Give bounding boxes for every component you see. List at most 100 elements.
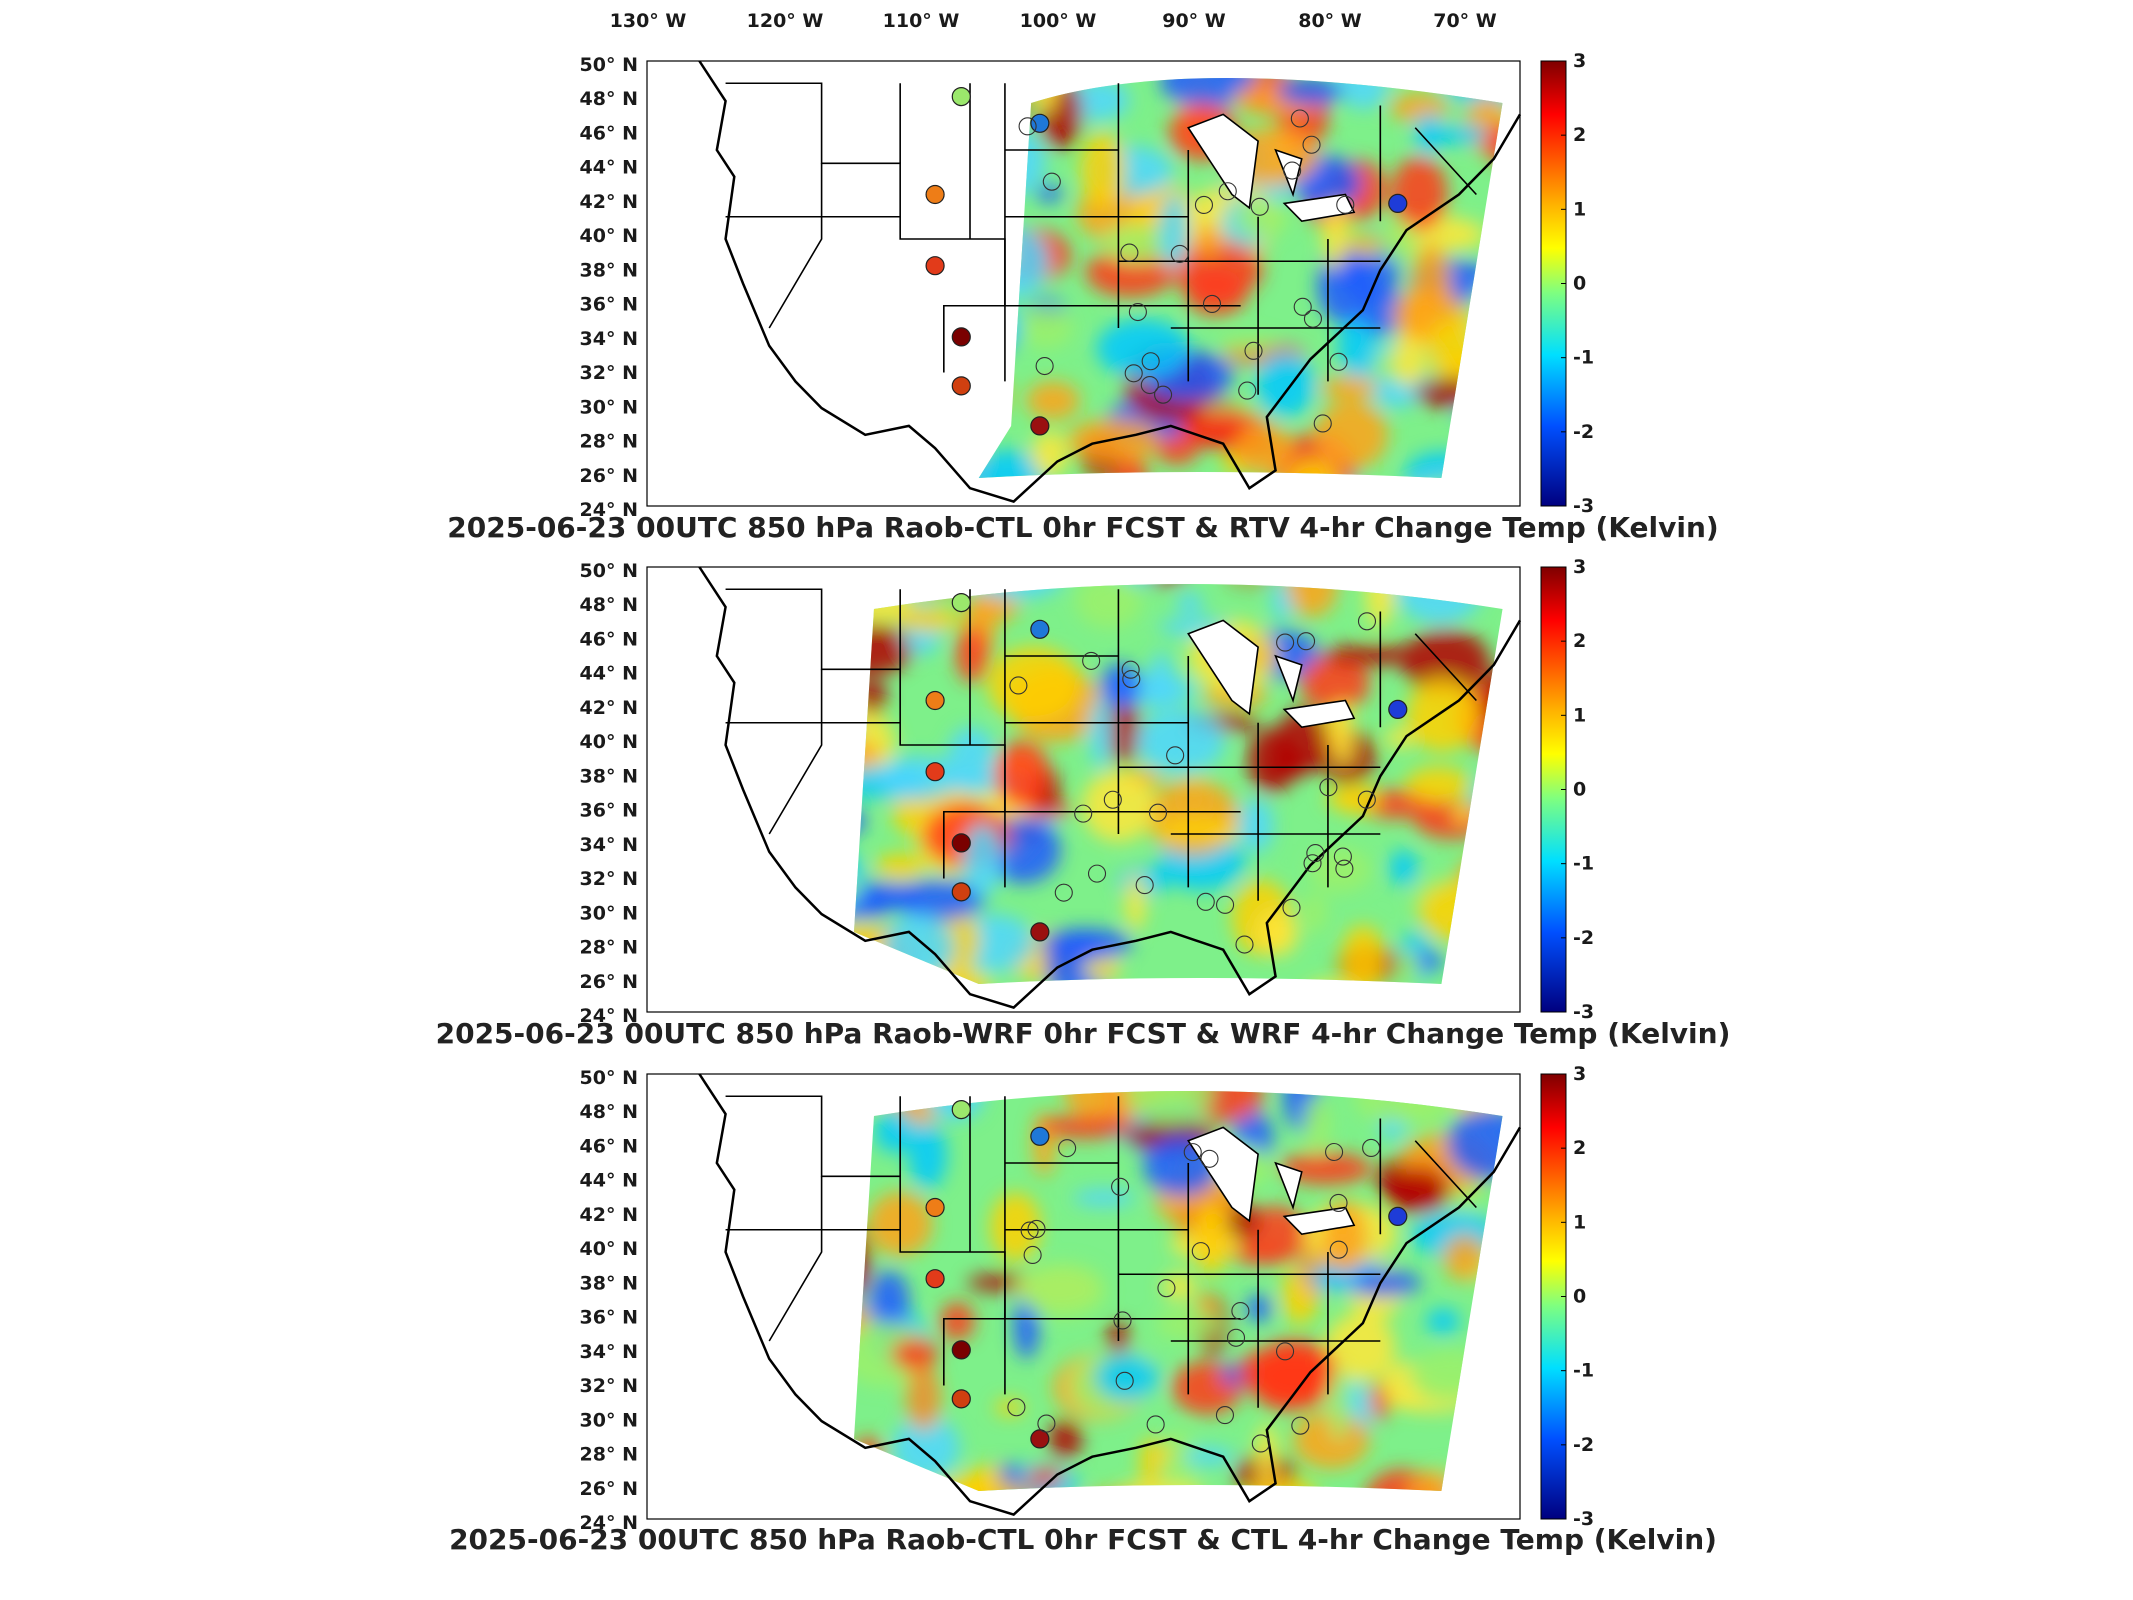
lat-label: 42° N <box>580 697 638 719</box>
state-line <box>1118 1274 1380 1341</box>
raob-station-marker <box>1296 632 1316 651</box>
lat-label: 50° N <box>580 54 638 76</box>
raob-station-marker <box>1325 1142 1344 1162</box>
raob-station-marker <box>1166 746 1185 765</box>
raob-station-marker <box>1335 859 1354 878</box>
raob-station-marker <box>1362 1138 1381 1158</box>
colorbar-tick-label: 0 <box>1573 273 1586 295</box>
colorbar-tick-label: 1 <box>1573 198 1586 220</box>
lat-label: 26° N <box>580 1478 638 1500</box>
raob-station-marker <box>1120 243 1139 262</box>
lat-label: 44° N <box>580 663 638 685</box>
raob-station-marker <box>1148 803 1168 822</box>
lat-label: 38° N <box>580 259 638 281</box>
raob-station-marker <box>1313 414 1332 433</box>
lon-label: 110° W <box>883 10 960 32</box>
state-boundaries <box>699 61 1520 502</box>
raob-station-marker <box>1058 1139 1077 1158</box>
lat-label: 38° N <box>580 1272 638 1294</box>
raob-station-marker <box>1388 699 1408 720</box>
lat-label: 44° N <box>580 1170 638 1192</box>
raob-station-marker <box>1141 352 1160 371</box>
panel-title: 2025-06-23 00UTC 850 hPa Raob-WRF 0hr FC… <box>436 1017 1731 1050</box>
colorbar-tick-label: 1 <box>1573 1211 1586 1233</box>
colorbar-tick-label: -3 <box>1573 1508 1594 1530</box>
state-line <box>1380 106 1476 222</box>
raob-station-marker <box>1283 161 1302 180</box>
colorbar-tick-label: -2 <box>1573 927 1594 949</box>
raob-station-marker <box>951 833 971 853</box>
raob-station-marker <box>1276 1342 1295 1361</box>
lat-label: 40° N <box>580 1238 638 1260</box>
lat-label: 28° N <box>580 431 638 453</box>
raob-station-marker <box>1023 1245 1042 1265</box>
lat-label: 50° N <box>580 1067 638 1089</box>
raob-station-marker <box>925 690 945 711</box>
lat-label: 36° N <box>580 1307 638 1329</box>
raob-station-marker <box>1154 385 1173 404</box>
colorbar-tick-label: 2 <box>1573 630 1586 652</box>
raob-station-marker <box>1293 297 1312 316</box>
colorbar-tick-label: 0 <box>1573 779 1586 801</box>
raob-station-marker <box>1128 302 1147 322</box>
lat-label: 50° N <box>580 560 638 582</box>
raob-station-marker <box>1007 1398 1026 1417</box>
raob-station-marker <box>1357 612 1377 631</box>
raob-station-marker <box>1329 1240 1348 1259</box>
state-line <box>1188 150 1328 395</box>
raob-station-marker <box>1200 1149 1219 1168</box>
raob-station-marker <box>1191 1242 1210 1261</box>
longitude-axis-labels: 130° W 120° W 110° W 100° W 90° W 80° W 70° W <box>610 10 1497 32</box>
lat-label: 46° N <box>580 628 638 650</box>
lon-label: 120° W <box>747 10 824 32</box>
raob-station-marker <box>1302 135 1321 154</box>
raob-stations <box>925 1099 1408 1453</box>
raob-station-marker <box>1121 660 1140 679</box>
raob-station-marker <box>1035 356 1054 376</box>
lat-label: 34° N <box>580 1341 638 1363</box>
lon-label: 130° W <box>610 10 687 32</box>
lat-label: 24° N <box>580 1005 638 1027</box>
colorbar-tick-label: 3 <box>1573 556 1586 578</box>
colorbar-tick-label: -2 <box>1573 421 1594 443</box>
raob-station-marker <box>1082 651 1101 670</box>
lat-label: 42° N <box>580 1204 638 1226</box>
raob-station-marker <box>925 256 945 276</box>
state-line <box>1188 1163 1328 1408</box>
lat-label: 48° N <box>580 1101 638 1123</box>
raob-station-marker <box>1042 172 1061 191</box>
latitude-axis-labels: 50° N 48° N 46° N 44° N 42° N 40° N 38° N 36° N… <box>580 1067 638 1534</box>
colorbar-tick-label: -3 <box>1573 1001 1594 1023</box>
raob-station-marker <box>1306 844 1325 863</box>
raob-station-marker <box>925 762 945 782</box>
raob-station-marker <box>1231 1301 1250 1321</box>
colorbar-tick-label: 2 <box>1573 124 1586 146</box>
map-panel: 50° N 48° N 46° N 44° N 42° N 40° N 38° N 36° N… <box>449 1054 1717 1556</box>
raob-station-marker <box>1030 1429 1050 1449</box>
colorbar: 3 2 1 0 -1 -2 -3 <box>1540 1063 1594 1530</box>
raob-station-marker <box>1291 1416 1310 1435</box>
colorbar-tick-label: -3 <box>1573 495 1594 517</box>
lat-label: 28° N <box>580 937 638 959</box>
raob-station-marker <box>1303 309 1323 328</box>
raob-station-marker <box>1009 676 1028 695</box>
lat-label: 32° N <box>580 868 638 890</box>
colorbar-tick-label: -2 <box>1573 1434 1594 1456</box>
raob-station-marker <box>951 1340 971 1360</box>
raob-station-marker <box>951 86 971 107</box>
great-lakes <box>1188 1127 1354 1234</box>
raob-station-marker <box>1235 935 1254 954</box>
raob-station-marker <box>1282 898 1301 917</box>
raob-station-marker <box>1250 197 1269 216</box>
coastline <box>699 567 1520 1008</box>
lon-label: 80° W <box>1298 10 1362 32</box>
raob-station-marker <box>1030 113 1050 133</box>
lat-label: 26° N <box>580 971 638 993</box>
raob-station-marker <box>1122 670 1141 689</box>
lon-label: 70° W <box>1433 10 1497 32</box>
raob-station-marker <box>1218 182 1237 201</box>
raob-station-marker <box>1170 244 1189 263</box>
raob-station-marker <box>1113 1311 1132 1330</box>
raob-station-marker <box>1027 1219 1046 1239</box>
